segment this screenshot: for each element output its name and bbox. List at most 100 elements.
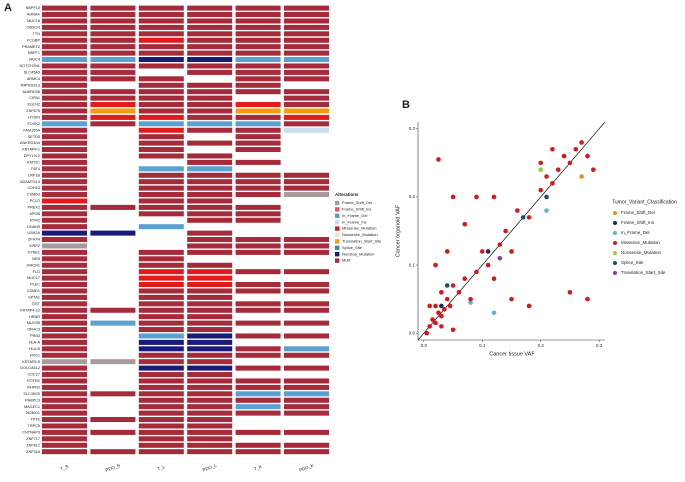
point <box>579 140 584 145</box>
gene-label: FRG1 <box>30 353 40 357</box>
alteration-cell <box>138 378 184 384</box>
gene-label: HLA-A <box>29 341 41 345</box>
point <box>439 290 444 295</box>
point <box>544 174 549 179</box>
alteration-cell <box>42 378 87 384</box>
alteration-cell <box>235 37 281 43</box>
alteration-cell <box>138 449 184 455</box>
alteration-cell <box>187 327 233 333</box>
alteration-cell <box>90 114 136 120</box>
alteration-cell <box>284 282 329 288</box>
alteration-cell <box>42 102 87 108</box>
alteration-cell <box>187 89 233 95</box>
gene-label: LRP1B <box>28 173 40 177</box>
alteration-cell <box>90 95 136 101</box>
alteration-cell <box>90 449 136 455</box>
alteration-cell <box>138 404 184 410</box>
alteration-cell <box>235 63 281 69</box>
alteration-cell <box>42 179 87 185</box>
alteration-cell <box>138 294 184 300</box>
legend-label: Translation_Start_Site <box>621 270 666 275</box>
alteration-cell <box>284 114 329 120</box>
alteration-cell <box>284 89 329 95</box>
point <box>468 300 473 305</box>
point <box>526 303 532 309</box>
gene-label: FAM155A <box>23 128 40 132</box>
alteration-cell <box>187 82 233 88</box>
gene-label: ANKRD36 <box>22 90 40 94</box>
legend-label: In_Frame_Del <box>621 230 650 235</box>
alteration-cell <box>187 269 233 275</box>
gene-label: HMCN1 <box>26 263 40 267</box>
alteration-cell <box>138 417 184 423</box>
alteration-cell <box>187 37 233 43</box>
alteration-cell <box>187 230 233 236</box>
x-tick-label: 0.3 <box>596 343 603 348</box>
alteration-cell <box>235 5 281 11</box>
alteration-cell <box>138 95 184 101</box>
alteration-cell <box>138 307 184 313</box>
gene-label: HRNR <box>29 315 40 319</box>
alteration-cell <box>42 449 87 455</box>
alteration-cell <box>187 397 233 403</box>
alteration-cell <box>42 301 87 307</box>
alteration-cell <box>187 288 233 294</box>
alteration-cell <box>138 320 184 326</box>
alteration-cell <box>138 147 184 153</box>
alteration-cell <box>187 127 233 133</box>
identity-line <box>417 121 606 341</box>
legend-label: Nonstop_Mutation <box>342 251 374 256</box>
alteration-cell <box>235 365 281 371</box>
point <box>433 320 438 326</box>
gene-label: TPTE <box>30 418 40 422</box>
alteration-cell <box>284 397 329 403</box>
alteration-cell <box>42 314 87 320</box>
alteration-cell <box>138 423 184 429</box>
alteration-cell <box>235 134 281 140</box>
alteration-cell <box>284 391 329 397</box>
alteration-cell <box>284 24 329 30</box>
alteration-cell <box>187 262 233 268</box>
alteration-cell <box>42 12 87 18</box>
alteration-cell <box>42 436 87 442</box>
alteration-cell <box>138 262 184 268</box>
alteration-cell <box>90 63 136 69</box>
y-tick-label: 0.3 <box>409 126 416 131</box>
y-tick-label: 0.2 <box>409 194 416 199</box>
alteration-cell <box>138 333 184 339</box>
alteration-cell <box>42 410 87 416</box>
gene-label: ZNF812 <box>26 443 40 447</box>
gene-label: OBSCN <box>26 26 40 30</box>
alteration-cell <box>187 5 233 11</box>
legend-label: Splice_Site <box>342 245 363 250</box>
y-axis-label: Cancer organoid VAF <box>395 204 401 257</box>
alteration-cell <box>235 82 281 88</box>
alteration-cell <box>284 237 329 243</box>
alteration-cell <box>138 18 184 24</box>
alteration-cell <box>284 378 329 384</box>
gene-label: SPTA1 <box>28 296 40 300</box>
alteration-cell <box>284 108 329 114</box>
alteration-cell <box>90 359 136 365</box>
alteration-cell <box>42 282 87 288</box>
gene-label: CNTNAP3 <box>22 431 40 435</box>
alteration-cell <box>42 134 87 140</box>
alteration-cell <box>235 429 281 435</box>
alteration-cell <box>90 5 136 11</box>
alteration-cell <box>138 384 184 390</box>
gene-label: ZNF318 <box>26 450 40 454</box>
alteration-cell <box>284 384 329 390</box>
point <box>433 262 438 268</box>
alteration-cell <box>284 12 329 18</box>
alteration-cell <box>235 12 281 18</box>
alteration-cell <box>138 269 184 275</box>
alteration-cell <box>187 108 233 114</box>
alteration-cell <box>284 404 329 410</box>
alteration-cell <box>284 352 329 358</box>
alteration-cell <box>187 166 233 172</box>
alteration-cell <box>42 147 87 153</box>
alteration-cell <box>42 256 87 262</box>
alteration-cell <box>284 5 329 11</box>
point <box>591 167 596 172</box>
alteration-cell <box>42 18 87 24</box>
